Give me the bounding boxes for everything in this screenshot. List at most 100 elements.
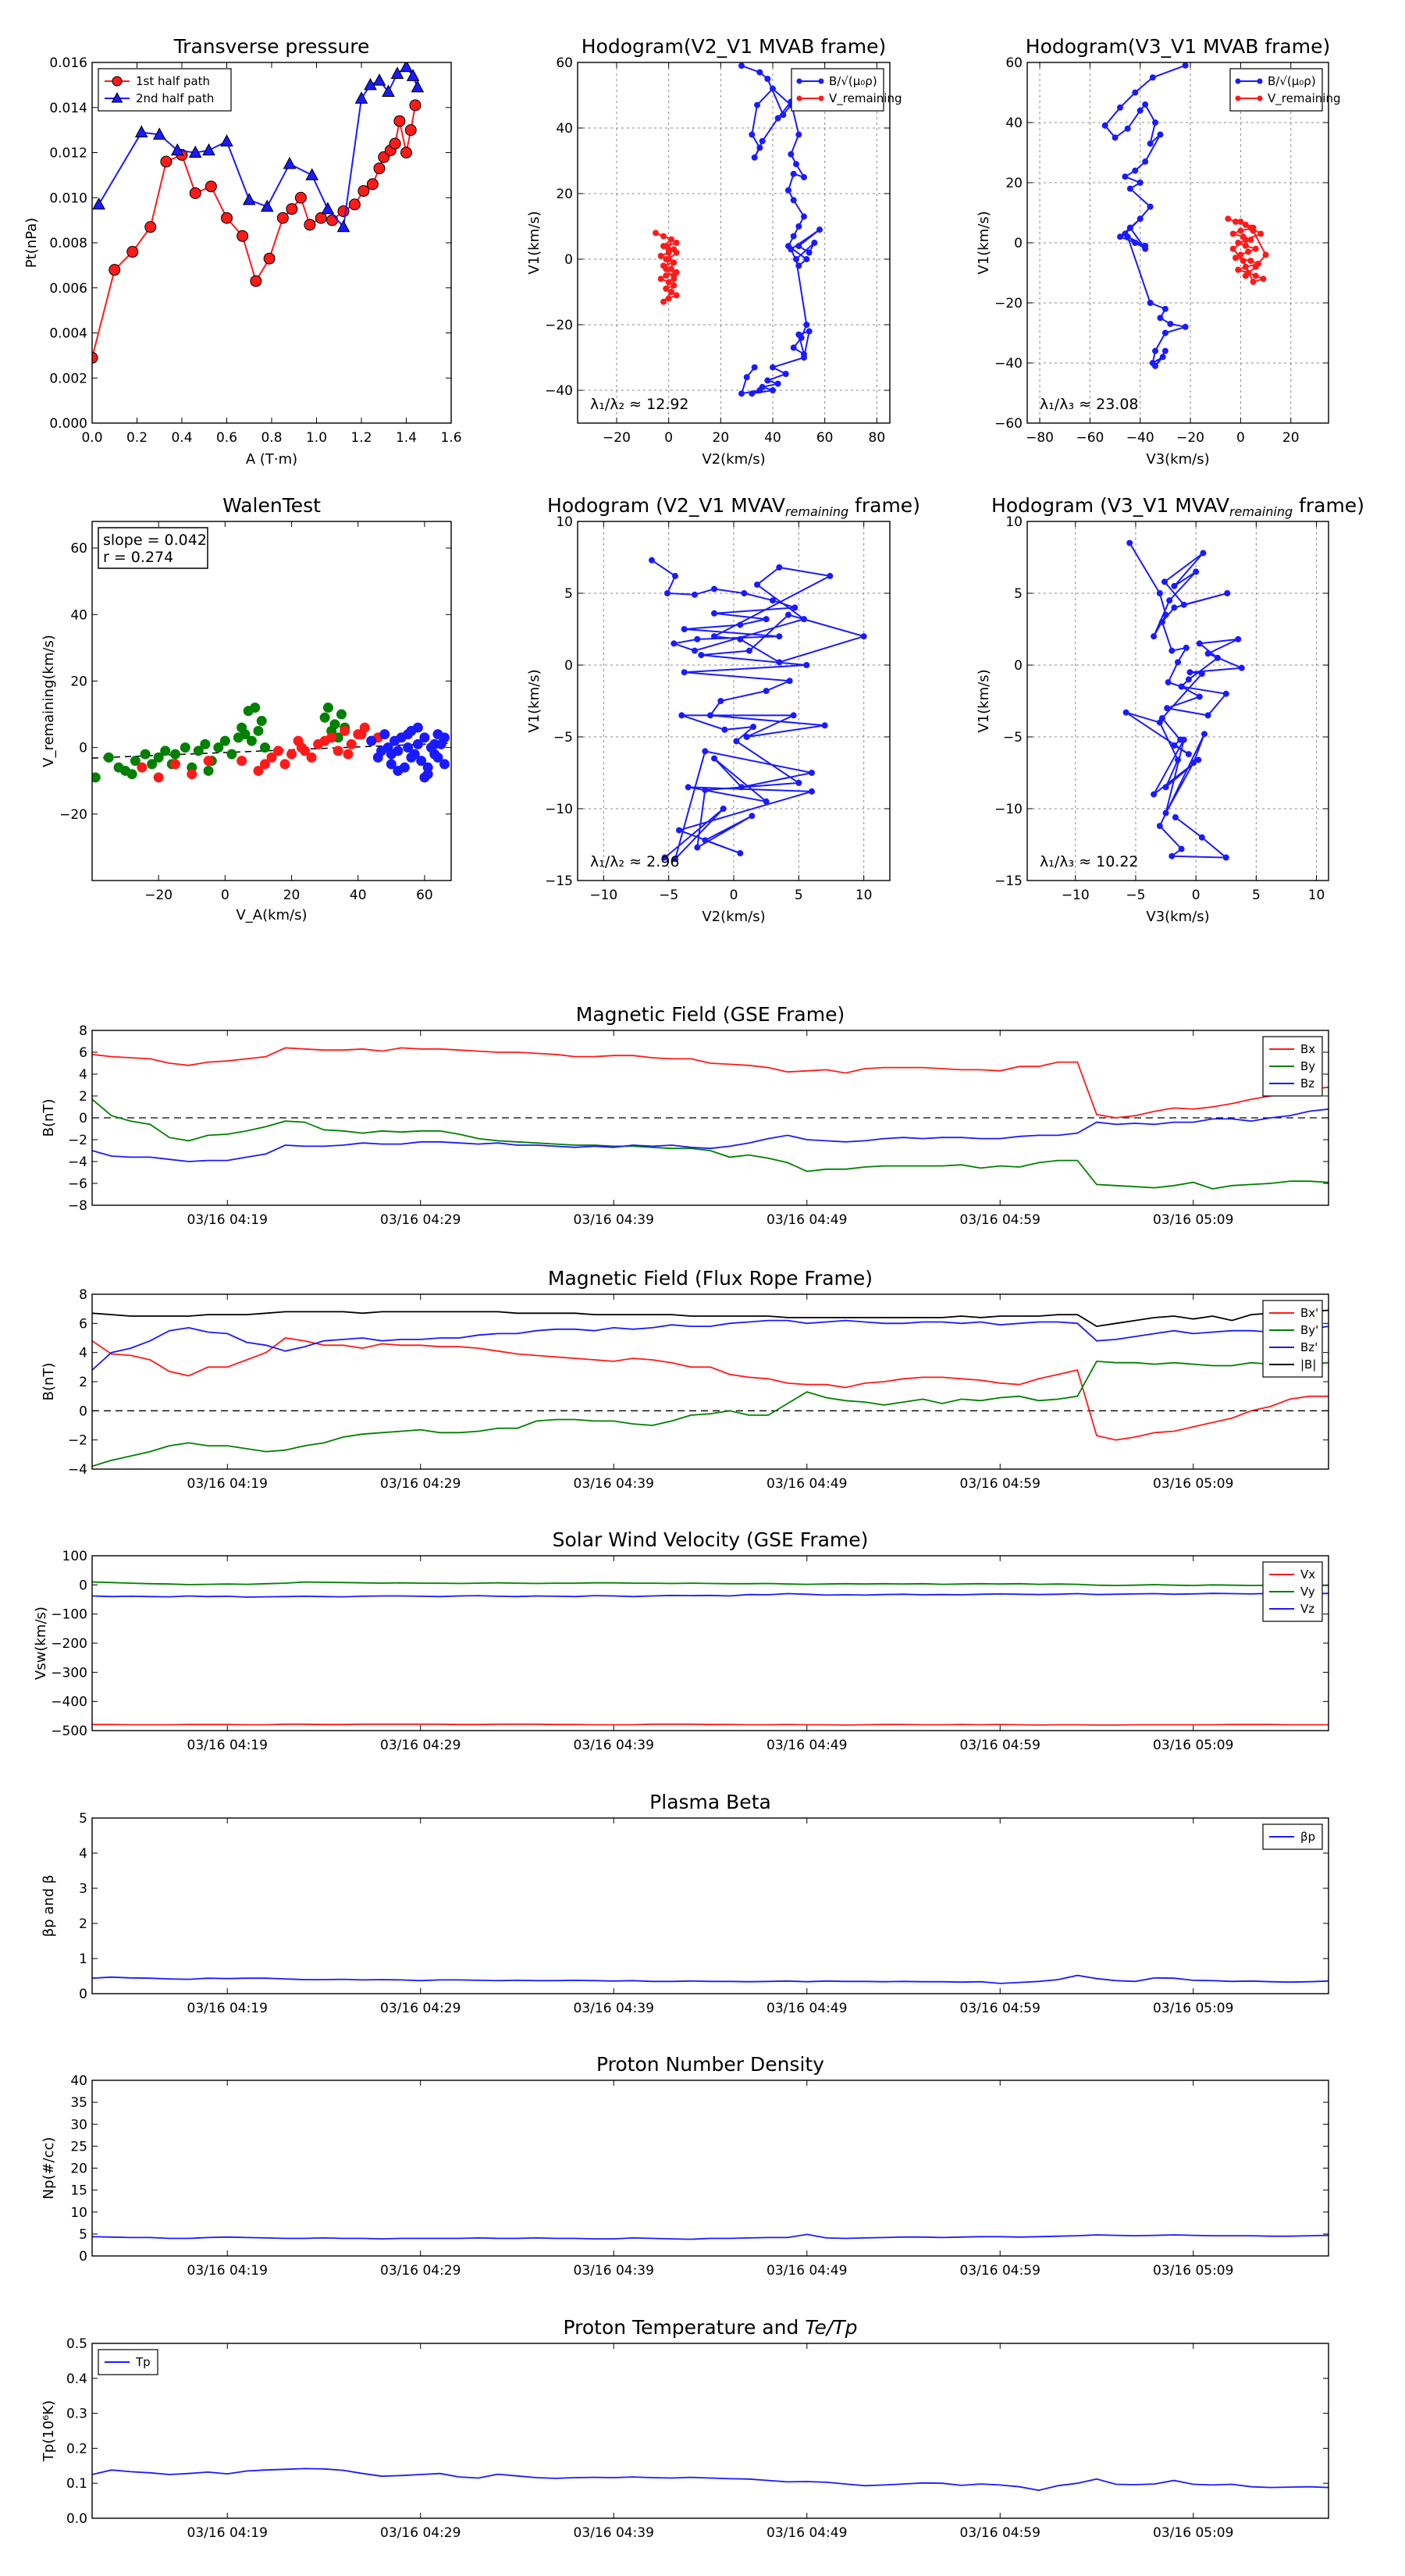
- y-tick-label: −5: [553, 730, 573, 745]
- x-tick-label: 03/16 04:59: [960, 1476, 1040, 1492]
- x-tick-label: 03/16 05:09: [1153, 2525, 1233, 2541]
- data-point: [416, 756, 427, 767]
- data-point: [657, 252, 664, 259]
- data-point: [795, 331, 802, 338]
- y-tick-label: 100: [62, 1549, 87, 1564]
- y-axis-label: Pt(nPa): [23, 218, 40, 268]
- chart-h21r: Hodogram (V2_V1 MVAVremaining frame) −15 −…: [526, 494, 920, 925]
- data-point: [774, 380, 781, 387]
- legend-label: βp: [1300, 1830, 1315, 1844]
- data-point: [668, 265, 674, 272]
- data-point: [759, 137, 766, 144]
- y-tick-label: −200: [51, 1636, 87, 1652]
- data-point: [1196, 693, 1203, 700]
- legend-marker: [112, 76, 123, 87]
- data-point: [1162, 809, 1169, 817]
- data-point: [668, 289, 674, 295]
- data-point: [1147, 203, 1154, 210]
- data-point: [776, 564, 783, 571]
- data-point: [439, 759, 450, 770]
- y-tick-label: −4: [68, 1462, 87, 1478]
- data-point: [860, 633, 867, 640]
- y-tick-label: 0: [564, 658, 573, 674]
- data-point: [806, 328, 813, 335]
- data-point: [749, 813, 756, 820]
- data-point: [770, 387, 776, 393]
- x-tick-label: 03/16 04:39: [574, 2001, 654, 2016]
- data-point: [786, 678, 793, 685]
- data-point: [738, 390, 745, 397]
- x-tick-label: −40: [1126, 430, 1154, 446]
- data-point: [754, 581, 760, 588]
- y-tick-label: −400: [51, 1695, 87, 1710]
- x-axis-label: V2(km/s): [702, 909, 765, 925]
- data-point: [657, 276, 664, 283]
- data-point: [1156, 719, 1163, 726]
- y-axis-label: Tp(10⁶K): [41, 2400, 57, 2462]
- data-point: [1204, 650, 1211, 657]
- data-point: [665, 256, 672, 262]
- legend-label: V_remaining: [829, 91, 902, 106]
- data-point: [1152, 347, 1159, 354]
- x-tick-label: 03/16 04:39: [574, 1212, 654, 1228]
- data-point: [1132, 89, 1139, 96]
- annotation-text: λ₁/λ₃ ≈ 10.22: [1040, 853, 1139, 870]
- axes-frame: [1026, 521, 1329, 881]
- y-tick-label: 20: [70, 674, 87, 689]
- data-point: [1136, 215, 1144, 222]
- legend-box: [98, 68, 232, 112]
- data-point: [306, 752, 317, 763]
- data-point: [672, 856, 678, 863]
- data-point: [756, 144, 763, 151]
- data-point: [790, 233, 797, 240]
- data-point: [220, 134, 233, 147]
- data-point: [92, 197, 105, 210]
- legend-box: [791, 68, 884, 112]
- plot-area: [649, 557, 867, 863]
- data-point: [1171, 582, 1178, 589]
- y-tick-label: −20: [59, 807, 87, 823]
- data-point: [1167, 320, 1174, 327]
- data-point: [1161, 578, 1168, 585]
- data-point: [660, 298, 667, 305]
- data-point: [1185, 676, 1192, 683]
- legend-label: Bz': [1300, 1340, 1318, 1354]
- data-point: [795, 131, 802, 138]
- y-axis-label: V_remaining(km/s): [41, 635, 57, 767]
- chart-title: Hodogram (V2_V1 MVAVremaining frame): [547, 494, 920, 519]
- data-point: [403, 729, 414, 740]
- chart-title: Proton Number Density: [596, 2053, 824, 2076]
- data-point: [276, 212, 289, 224]
- legend-label: B/√(μ₀ρ): [829, 74, 877, 88]
- data-point: [692, 647, 698, 654]
- data-point: [147, 759, 158, 770]
- x-tick-label: 03/16 04:39: [574, 2263, 654, 2279]
- data-point: [1171, 604, 1178, 611]
- chart-title: Magnetic Field (GSE Frame): [576, 1003, 845, 1026]
- series-bx--line: [92, 1337, 1329, 1441]
- data-point: [785, 611, 791, 618]
- data-point: [1136, 107, 1144, 114]
- data-point: [780, 112, 787, 119]
- data-point: [1126, 224, 1133, 231]
- x-tick-label: 03/16 04:29: [380, 2263, 461, 2279]
- data-point: [372, 73, 386, 86]
- x-tick-label: 03/16 04:59: [960, 1738, 1040, 1753]
- x-tick-label: 10: [855, 888, 873, 903]
- axes-frame: [91, 1293, 1329, 1470]
- data-point: [1214, 654, 1221, 661]
- y-tick-label: 2: [79, 1916, 87, 1932]
- data-point: [1117, 104, 1124, 111]
- data-point: [412, 722, 423, 733]
- plot-area: [92, 1047, 1329, 1190]
- data-point: [1172, 814, 1179, 821]
- data-point: [373, 162, 386, 175]
- data-point: [1149, 74, 1156, 81]
- data-point: [329, 719, 340, 730]
- data-point: [707, 712, 713, 719]
- data-point: [296, 742, 307, 753]
- y-tick-label: −60: [994, 416, 1023, 432]
- data-point: [1247, 258, 1254, 265]
- data-point: [743, 374, 750, 381]
- y-tick-label: 4: [79, 1346, 87, 1361]
